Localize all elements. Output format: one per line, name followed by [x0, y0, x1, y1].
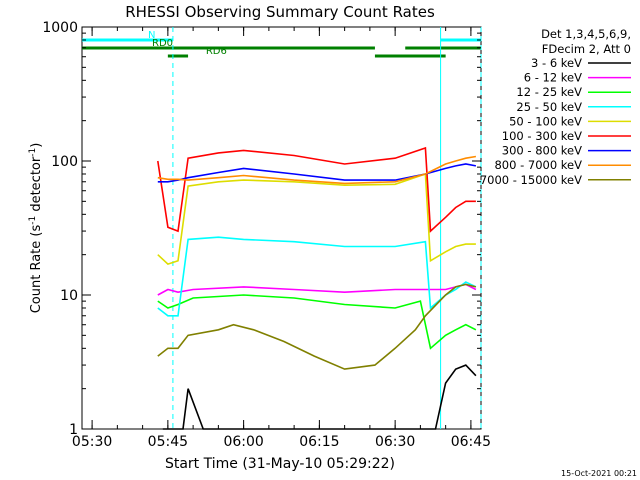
x-tick-label: 06:15	[299, 434, 339, 450]
y-axis-label-end: )	[29, 143, 44, 148]
series-line-7000-15000-kev	[157, 283, 477, 370]
span-label-n: N	[148, 30, 155, 41]
legend-label-7000-15000-kev: 7000 - 15000 keV	[480, 173, 582, 187]
y-axis-label: Count Rate (s-1 detector-1)	[28, 143, 44, 314]
legend-label-300-800-kev: 300 - 800 keV	[502, 144, 582, 158]
y-axis-label-sup1: -1	[28, 216, 38, 225]
series-line-12-25-kev	[157, 294, 477, 350]
series-lines	[157, 146, 477, 430]
series-line-25-50-kev	[157, 236, 477, 317]
y-axis-label-sup2: -1	[28, 148, 38, 157]
y-tick-label: 10	[60, 288, 78, 304]
x-tick-label: 06:30	[375, 434, 415, 450]
plot-frame	[81, 26, 482, 430]
legend-label-12-25-kev: 12 - 25 keV	[516, 85, 582, 99]
x-axis-label: Start Time (31-May-10 05:29:22)	[165, 456, 395, 472]
legend-label-100-300-kev: 100 - 300 keV	[502, 129, 582, 143]
series-line-50-100-kev	[157, 172, 476, 266]
y-tick-label: 1000	[42, 20, 78, 36]
y-tick-label: 100	[51, 154, 78, 170]
series-line-3-6-kev	[162, 364, 477, 430]
footer-timestamp: 15-Oct-2021 00:21	[561, 469, 637, 478]
legend-label-800-7000-kev: 800 - 7000 keV	[494, 158, 582, 172]
x-tick-label: 06:00	[223, 434, 263, 450]
span-label-rd0: RD0	[152, 38, 173, 49]
span-label-rd6: RD6	[206, 46, 227, 57]
x-axis-ticks: 05:30 05:45 06:00 06:15 06:30 06:45	[72, 27, 491, 450]
y-axis-label-mid: detector	[29, 156, 44, 216]
legend: Det 1,3,4,5,6,9, FDecim 2, Att 0 3 - 6 k…	[480, 27, 631, 187]
legend-label-6-12-kev: 6 - 12 keV	[524, 71, 582, 85]
x-tick-label: 06:45	[451, 434, 491, 450]
legend-label-3-6-kev: 3 - 6 keV	[531, 56, 582, 70]
series-line-800-7000-kev	[157, 155, 477, 185]
legend-header-line-1: Det 1,3,4,5,6,9,	[541, 27, 631, 41]
y-axis-label-main: Count Rate (s	[29, 225, 44, 314]
y-tick-label: 1	[69, 422, 78, 438]
x-tick-label: 05:45	[148, 434, 188, 450]
reference-lines	[172, 27, 482, 429]
legend-header-line-2: FDecim 2, Att 0	[542, 42, 631, 56]
legend-label-50-100-kev: 50 - 100 keV	[509, 114, 582, 128]
chart-title: RHESSI Observing Summary Count Rates	[125, 3, 435, 21]
y-axis-ticks: 1 10 100 1000	[42, 20, 481, 438]
legend-label-25-50-kev: 25 - 50 keV	[516, 100, 582, 114]
series-line-100-300-kev	[157, 146, 476, 233]
x-tick-label: 05:30	[72, 434, 112, 450]
